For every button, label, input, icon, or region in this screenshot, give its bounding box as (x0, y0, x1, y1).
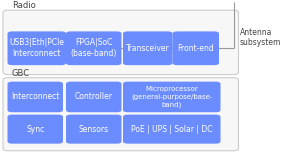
Text: FPGA|SoC
(base-band): FPGA|SoC (base-band) (70, 38, 117, 58)
Text: Sensors: Sensors (79, 125, 109, 134)
Text: Controller: Controller (75, 92, 113, 101)
Text: PoE | UPS | Solar | DC: PoE | UPS | Solar | DC (131, 125, 212, 134)
FancyBboxPatch shape (8, 82, 63, 112)
Text: GBC: GBC (12, 70, 30, 78)
FancyBboxPatch shape (123, 115, 220, 144)
Text: Microprocessor
(general-purpose/base-
band): Microprocessor (general-purpose/base- ba… (131, 86, 212, 108)
Text: Antenna
subsystem: Antenna subsystem (240, 28, 281, 47)
Text: Front-end: Front-end (177, 44, 214, 53)
FancyBboxPatch shape (8, 115, 63, 144)
FancyBboxPatch shape (172, 31, 219, 65)
FancyBboxPatch shape (3, 10, 238, 75)
FancyBboxPatch shape (66, 82, 122, 112)
FancyBboxPatch shape (3, 78, 238, 151)
Text: Interconnect: Interconnect (11, 92, 59, 101)
FancyBboxPatch shape (66, 115, 122, 144)
FancyBboxPatch shape (66, 31, 122, 65)
Text: Radio: Radio (12, 1, 36, 10)
Text: USB3|Eth|PCIe
Interconnect: USB3|Eth|PCIe Interconnect (9, 38, 64, 58)
Text: Sync: Sync (26, 125, 44, 134)
Text: Transceiver: Transceiver (126, 44, 170, 53)
FancyBboxPatch shape (8, 31, 66, 65)
FancyBboxPatch shape (123, 31, 172, 65)
FancyBboxPatch shape (123, 82, 220, 112)
